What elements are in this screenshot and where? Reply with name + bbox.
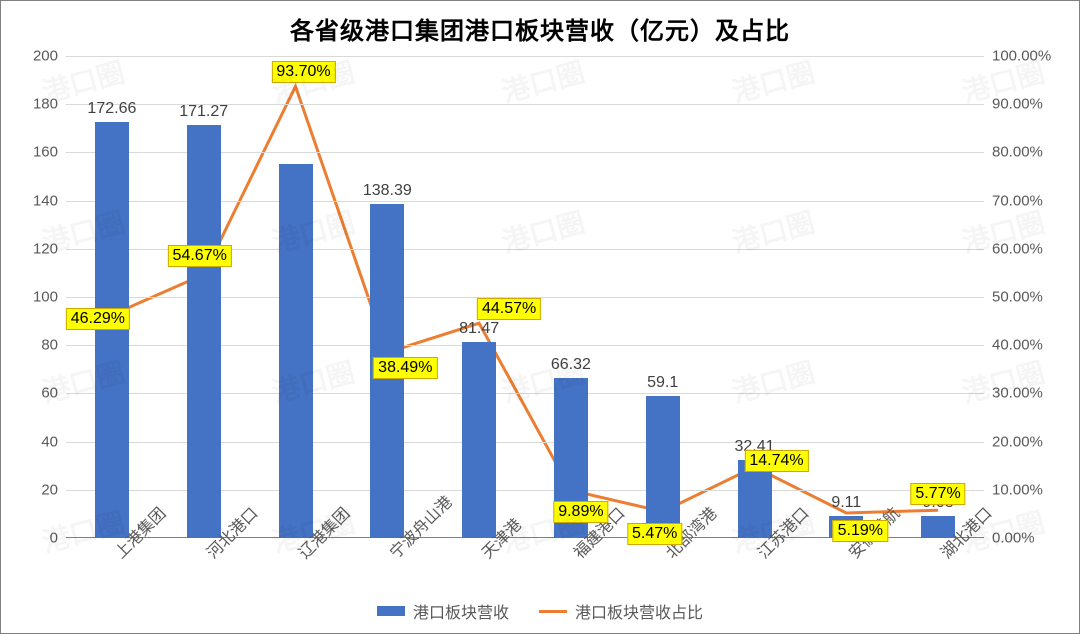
- y-right-tick: 50.00%: [984, 289, 1043, 306]
- pct-label: 54.67%: [168, 245, 232, 267]
- y-left-tick: 60: [41, 385, 66, 402]
- pct-label: 38.49%: [373, 357, 437, 379]
- y-right-tick: 60.00%: [984, 240, 1043, 257]
- bar-value-label: 9.11: [831, 494, 861, 512]
- grid-line: [66, 56, 984, 57]
- y-right-tick: 10.00%: [984, 481, 1043, 498]
- y-left-tick: 140: [33, 192, 66, 209]
- y-right-tick: 100.00%: [984, 48, 1051, 65]
- pct-label: 5.47%: [627, 523, 682, 545]
- pct-label: 93.70%: [271, 61, 335, 83]
- legend-item-line: 港口板块营收占比: [539, 599, 703, 623]
- bar: [279, 164, 313, 538]
- y-left-tick: 40: [41, 433, 66, 450]
- y-right-tick: 80.00%: [984, 144, 1043, 161]
- legend-swatch-bar: [377, 606, 405, 616]
- y-left-tick: 80: [41, 337, 66, 354]
- y-left-tick: 100: [33, 289, 66, 306]
- legend-swatch-line: [539, 610, 567, 613]
- y-left-tick: 180: [33, 96, 66, 113]
- pct-label: 14.74%: [744, 450, 808, 472]
- bar-value-label: 138.39: [363, 182, 412, 200]
- legend-item-bar: 港口板块营收: [377, 599, 509, 623]
- y-right-tick: 40.00%: [984, 337, 1043, 354]
- y-right-tick: 90.00%: [984, 96, 1043, 113]
- bar: [187, 125, 221, 538]
- bar-value-label: 59.1: [647, 374, 678, 392]
- y-right-tick: 70.00%: [984, 192, 1043, 209]
- legend-bar-label: 港口板块营收: [413, 599, 509, 623]
- bar: [462, 342, 496, 538]
- y-left-tick: 0: [50, 530, 66, 547]
- y-right-tick: 0.00%: [984, 530, 1035, 547]
- pct-label: 5.19%: [833, 520, 888, 542]
- pct-label: 5.77%: [910, 483, 965, 505]
- y-left-tick: 160: [33, 144, 66, 161]
- pct-label: 44.57%: [477, 298, 541, 320]
- bar-value-label: 66.32: [551, 356, 591, 374]
- pct-label: 46.29%: [66, 308, 130, 330]
- legend: 港口板块营收 港口板块营收占比: [1, 599, 1079, 623]
- y-left-tick: 200: [33, 48, 66, 65]
- y-right-tick: 30.00%: [984, 385, 1043, 402]
- bar-value-label: 172.66: [87, 100, 136, 118]
- bar-value-label: 171.27: [179, 103, 228, 121]
- y-right-tick: 20.00%: [984, 433, 1043, 450]
- y-left-tick: 120: [33, 240, 66, 257]
- bar-value-label: 81.47: [459, 320, 499, 338]
- pct-label: 9.89%: [553, 501, 608, 523]
- bar: [95, 122, 129, 538]
- y-left-tick: 20: [41, 481, 66, 498]
- chart-container: 各省级港口集团港口板块营收（亿元）及占比 0204060801001201401…: [0, 0, 1080, 634]
- bar: [646, 396, 680, 538]
- legend-line-label: 港口板块营收占比: [575, 599, 703, 623]
- plot-area: 0204060801001201401601802000.00%10.00%20…: [66, 56, 984, 538]
- chart-title: 各省级港口集团港口板块营收（亿元）及占比: [1, 11, 1079, 46]
